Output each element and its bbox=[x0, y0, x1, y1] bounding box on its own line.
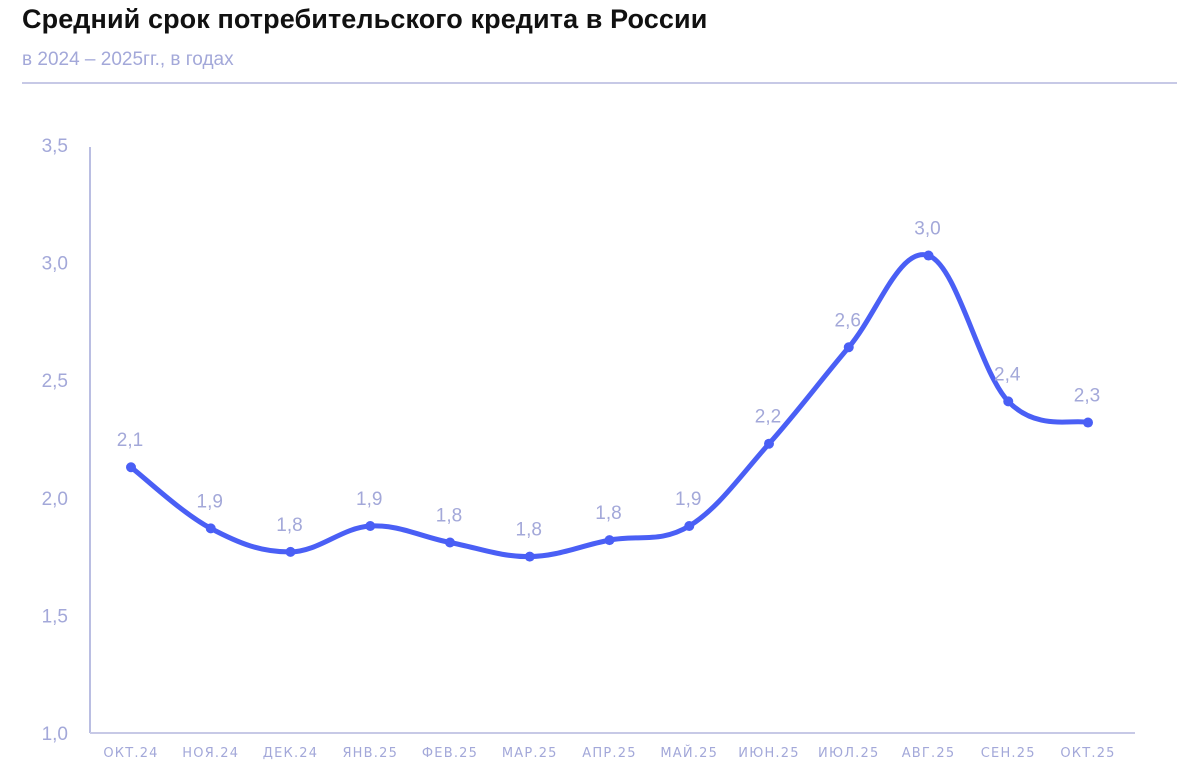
data-point bbox=[604, 535, 615, 546]
x-tick-label: ЯНВ.25 bbox=[342, 746, 398, 761]
x-tick-label: СЕН.25 bbox=[981, 746, 1036, 761]
data-point bbox=[365, 521, 376, 532]
x-tick-label: МАЙ.25 bbox=[660, 745, 718, 761]
data-label: 2,1 bbox=[117, 430, 143, 451]
chart-title: Средний срок потребительского кредита в … bbox=[22, 4, 708, 34]
y-tick-label: 1,5 bbox=[42, 606, 68, 627]
data-label: 1,8 bbox=[436, 505, 462, 526]
x-axis: ОКТ.24 НОЯ.24 ДЕК.24 ЯНВ.25 ФЕВ.25 МАР.25 АПР.… bbox=[90, 732, 1135, 761]
y-tick-label: 3,5 bbox=[42, 136, 68, 157]
data-label: 1,9 bbox=[675, 489, 701, 510]
data-point bbox=[923, 250, 934, 261]
x-tick-label: ИЮН.25 bbox=[738, 746, 799, 761]
chart-subtitle: в 2024 – 2025гг., в годах bbox=[22, 49, 234, 70]
x-tick-label: НОЯ.24 bbox=[182, 746, 239, 761]
data-labels: 2,1 1,9 1,8 1,9 1,8 1,8 1,8 1,9 2,2 2,6 3,0 2,4 2,3 bbox=[117, 219, 1100, 541]
x-tick-label: ОКТ.25 bbox=[1060, 746, 1115, 761]
data-point bbox=[843, 342, 854, 353]
data-point bbox=[285, 546, 296, 557]
data-point bbox=[1003, 396, 1014, 407]
y-tick-label: 1,0 bbox=[42, 724, 68, 745]
y-axis: 1,0 1,5 2,0 2,5 3,0 3,5 bbox=[42, 136, 91, 745]
y-tick-label: 2,0 bbox=[42, 489, 68, 510]
x-tick-label: ОКТ.24 bbox=[103, 746, 158, 761]
data-point bbox=[126, 462, 136, 473]
data-label: 1,8 bbox=[276, 515, 302, 536]
data-label: 1,8 bbox=[516, 520, 542, 541]
data-point bbox=[524, 551, 535, 562]
x-tick-label: МАР.25 bbox=[502, 746, 558, 761]
data-label: 2,2 bbox=[755, 407, 781, 428]
x-tick-label: АПР.25 bbox=[582, 746, 636, 761]
data-point bbox=[684, 521, 695, 532]
data-point bbox=[205, 523, 216, 534]
data-label: 2,6 bbox=[835, 310, 861, 331]
x-tick-label: АВГ.25 bbox=[902, 746, 956, 761]
data-label: 1,8 bbox=[595, 503, 621, 524]
y-tick-label: 3,0 bbox=[42, 254, 68, 275]
data-label: 3,0 bbox=[914, 219, 940, 240]
data-point bbox=[1083, 417, 1093, 428]
x-tick-label: ИЮЛ.25 bbox=[818, 746, 879, 761]
data-point bbox=[445, 537, 455, 548]
x-tick-label: ФЕВ.25 bbox=[422, 746, 478, 761]
data-label: 2,3 bbox=[1074, 386, 1100, 407]
x-tick-label: ДЕК.24 bbox=[263, 746, 318, 761]
y-tick-label: 2,5 bbox=[42, 371, 68, 392]
data-label: 1,9 bbox=[356, 489, 382, 510]
data-point bbox=[764, 438, 774, 449]
data-points bbox=[126, 250, 1093, 562]
header-divider bbox=[22, 82, 1177, 84]
data-label: 2,4 bbox=[994, 364, 1021, 385]
data-label: 1,9 bbox=[197, 491, 223, 512]
